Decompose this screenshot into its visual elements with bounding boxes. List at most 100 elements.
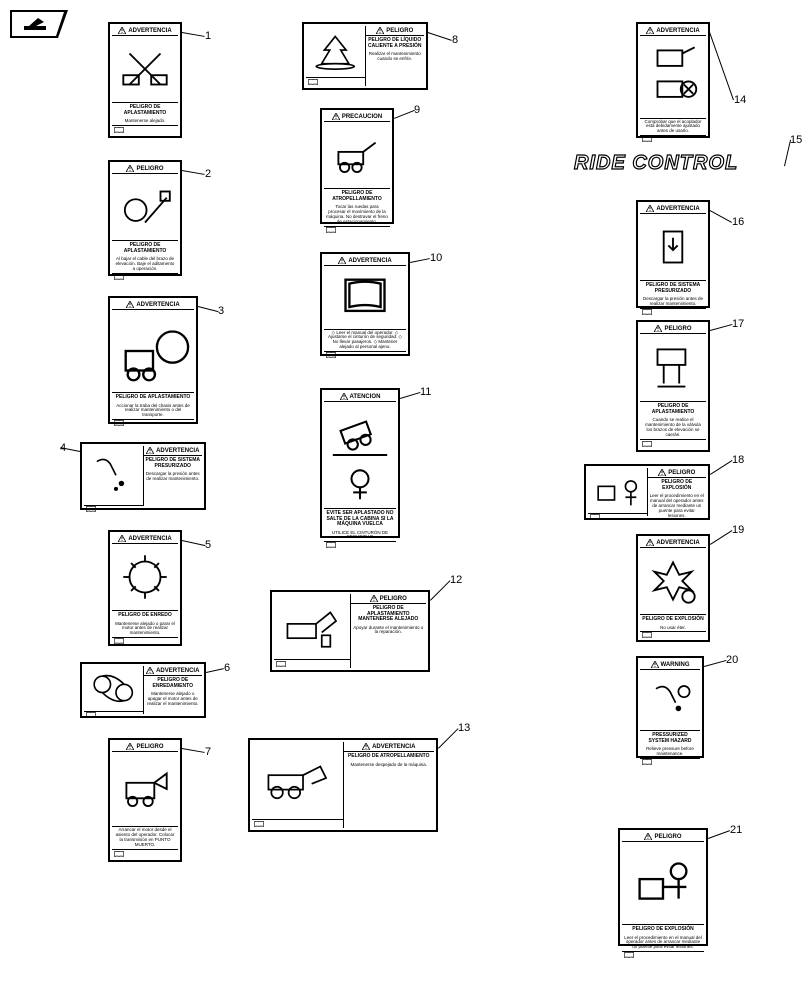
hazard-title: PELIGRO DE ENREDO: [112, 611, 178, 621]
pictogram-18: [588, 468, 647, 513]
hazard-instruction: Mantenerse alejado.: [112, 118, 178, 125]
pictogram-17: [640, 334, 706, 402]
callout-leader-11: [400, 392, 420, 399]
pictogram-4: [84, 446, 143, 505]
pictogram-10: [324, 266, 406, 330]
callout-number-20: 20: [726, 654, 738, 666]
label-header: PELIGRO: [622, 832, 704, 842]
manual-ref-icon: [622, 951, 704, 958]
hazard-instruction: Accionar la traba del chasis antes de re…: [112, 403, 194, 420]
label-header: ADVERTENCIA: [640, 538, 706, 548]
label-header: ADVERTENCIA: [144, 446, 203, 456]
warning-label-2: PELIGROPELIGRO DE APLASTAMIENTOAl bajar …: [108, 160, 182, 276]
callout-number-15: 15: [790, 134, 802, 146]
header-text: ADVERTENCIA: [656, 28, 699, 34]
warning-label-12: PELIGROPELIGRO DE APLASTAMIENTO MANTENER…: [270, 590, 430, 672]
callout-number-3: 3: [218, 305, 224, 317]
header-text: PELIGRO: [664, 326, 691, 332]
hazard-instruction: Arrancar el motor desde el asiento del o…: [112, 827, 178, 849]
callout-leader-7: [182, 748, 205, 753]
callout-leader-20: [704, 660, 726, 667]
header-text: ADVERTENCIA: [372, 744, 415, 750]
hazard-instruction: No usar éter.: [640, 625, 706, 632]
hazard-title: PELIGRO DE ATROPELLAMIENTO: [324, 189, 390, 204]
header-text: ADVERTENCIA: [136, 302, 179, 308]
hazard-instruction: UTILICE EL CINTURÓN DE SEGURIDAD: [324, 530, 396, 542]
hazard-title: PELIGRO DE ENREDAMIENTO: [144, 676, 203, 691]
callout-number-10: 10: [430, 252, 442, 264]
hazard-instruction: ◇ Leer el manual del operador. ◇ Ajustar…: [324, 330, 406, 352]
label-header: ADVERTENCIA: [640, 204, 706, 214]
hazard-instruction: Comprobar que el acoplador está debidame…: [640, 119, 706, 136]
callout-leader-2: [182, 170, 205, 175]
hazard-title: PRESSURIZED SYSTEM HAZARD: [640, 731, 700, 746]
manual-ref-icon: [112, 273, 178, 280]
manual-ref-icon: [640, 308, 706, 315]
manual-ref-icon: [112, 849, 178, 858]
pictogram-5: [112, 544, 178, 611]
hazard-instruction: Cuando se realice el mantenimiento de la…: [640, 417, 706, 439]
manual-ref-icon: [84, 505, 143, 512]
hazard-title: PELIGRO DE APLASTAMIENTO: [112, 241, 178, 256]
manual-ref-icon: [306, 77, 365, 86]
hazard-title: PELIGRO DE ATROPELLAMIENTO: [344, 752, 435, 762]
callout-leader-13: [438, 728, 459, 749]
manual-ref-icon: [324, 226, 390, 233]
callout-leader-14: [709, 32, 734, 100]
page-tab-icon: [10, 10, 68, 38]
pictogram-13: [252, 742, 343, 819]
pictogram-2: [112, 174, 178, 241]
callout-number-1: 1: [205, 30, 211, 42]
callout-number-5: 5: [205, 539, 211, 551]
warning-label-8: PELIGROPELIGRO DE LÍQUIDO CALIENTE A PRE…: [302, 22, 428, 90]
header-text: PELIGRO: [654, 834, 681, 840]
label-header: ADVERTENCIA: [324, 256, 406, 266]
label-header: PELIGRO: [112, 742, 178, 752]
hazard-title: PELIGRO DE APLASTAMIENTO: [640, 402, 706, 417]
warning-label-21: PELIGROPELIGRO DE EXPLOSIÓNLeer el proce…: [618, 828, 708, 946]
header-text: ADVERTENCIA: [156, 448, 199, 454]
header-text: PELIGRO: [136, 744, 163, 750]
hazard-instruction: Descargar la presión antes de realizar m…: [144, 471, 203, 483]
warning-label-13: ADVERTENCIA PELIGRO DE ATROPELLAMIENTOMan…: [248, 738, 438, 832]
pictogram-12: [274, 594, 350, 659]
warning-label-3: ADVERTENCIAPELIGRO DE APLASTAMIENTOAccio…: [108, 296, 198, 424]
label-header: PELIGRO: [112, 164, 178, 174]
header-text: ADVERTENCIA: [128, 28, 171, 34]
label-header: PELIGRO: [351, 594, 427, 604]
label-header: PELIGRO: [366, 26, 425, 36]
pictogram-9: [324, 122, 390, 189]
warning-label-20: WARNINGPRESSURIZED SYSTEM HAZARDRelieve …: [636, 656, 704, 758]
pictogram-21: [622, 842, 704, 925]
callout-leader-8: [428, 32, 452, 41]
callout-number-6: 6: [224, 662, 230, 674]
callout-number-19: 19: [732, 524, 744, 536]
warning-label-16: ADVERTENCIAPELIGRO DE SISTEMA PRESURIZAD…: [636, 200, 710, 308]
hazard-instruction: Tocar las ruedas para procesar el movimi…: [324, 204, 390, 226]
pictogram-3: [112, 310, 194, 393]
warning-label-11: ATENCIONEVITE SER APLASTADO NO SALTE DE …: [320, 388, 400, 538]
manual-ref-icon: [640, 135, 706, 142]
warning-label-5: ADVERTENCIAPELIGRO DE ENREDOMantenerse a…: [108, 530, 182, 646]
label-header: ADVERTENCIA: [144, 666, 203, 676]
callout-number-7: 7: [205, 746, 211, 758]
manual-ref-icon: [324, 541, 396, 548]
manual-ref-icon: [588, 513, 647, 520]
callout-number-11: 11: [420, 386, 431, 398]
header-text: PRECAUCION: [342, 114, 382, 120]
hazard-title: PELIGRO DE EXPLOSIÓN: [648, 478, 707, 493]
header-text: ADVERTENCIA: [128, 536, 171, 542]
hazard-instruction: Relieve pressure before maintenance.: [640, 746, 700, 758]
hazard-title: PELIGRO DE EXPLOSIÓN: [622, 925, 704, 935]
warning-label-1: ADVERTENCIAPELIGRO DE APLASTAMIENTOMante…: [108, 22, 182, 138]
header-text: ADVERTENCIA: [656, 540, 699, 546]
hazard-instruction: Mantenerse despejado de la máquina.: [344, 762, 435, 769]
callout-leader-21: [708, 830, 730, 839]
hazard-instruction: Mantenerse alejado o apagar el motor ant…: [144, 691, 203, 708]
header-text: PELIGRO: [380, 596, 407, 602]
pictogram-1: [112, 36, 178, 103]
warning-label-4: ADVERTENCIAPELIGRO DE SISTEMA PRESURIZAD…: [80, 442, 206, 510]
manual-ref-icon: [640, 631, 706, 638]
hazard-instruction: Apoyar durante el mantenimiento o la rep…: [351, 625, 427, 637]
callout-leader-19: [710, 530, 733, 545]
